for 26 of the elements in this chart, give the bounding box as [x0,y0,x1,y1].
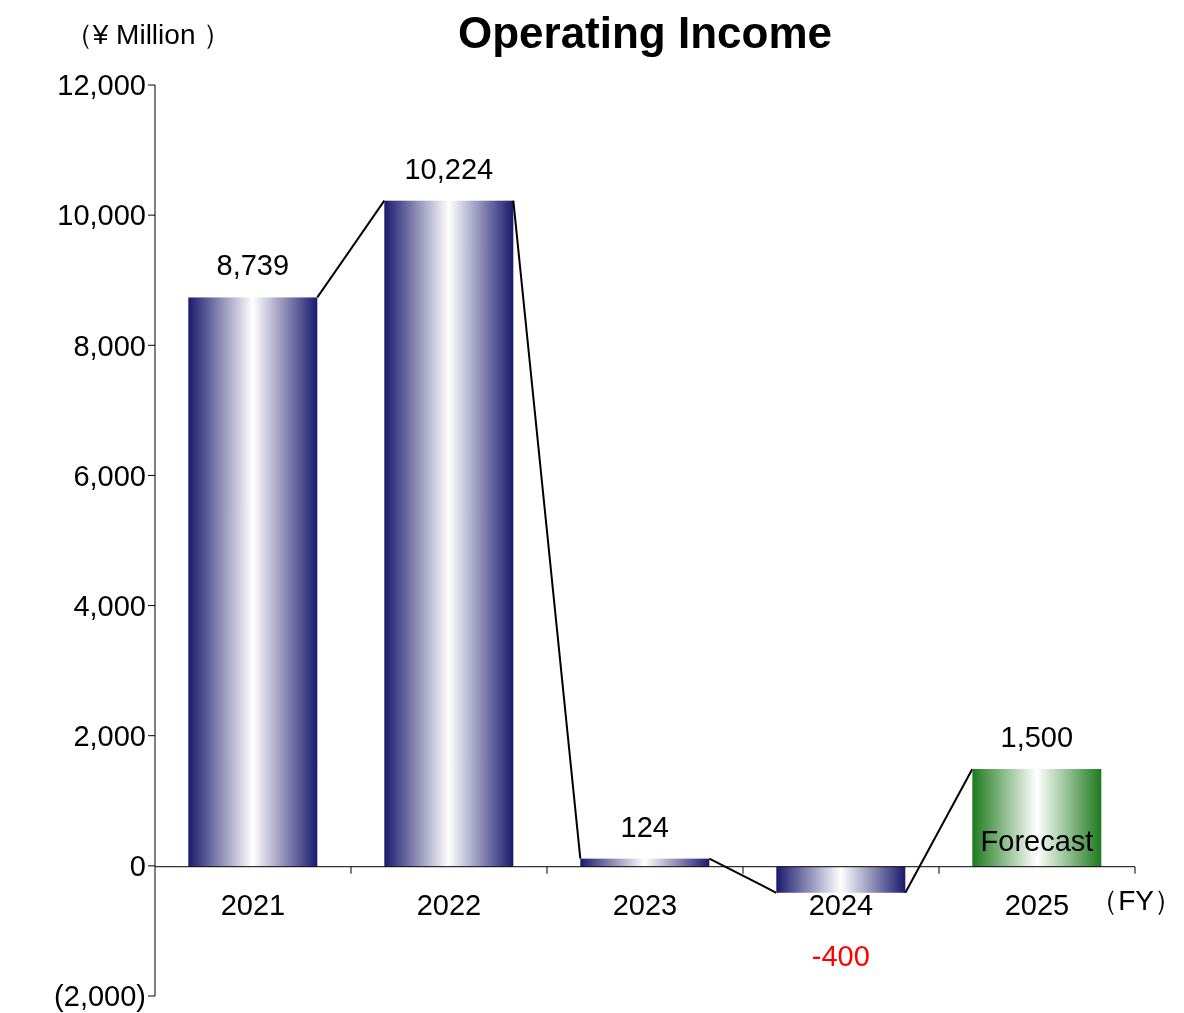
data-label: 10,224 [404,152,494,185]
y-tick-label: 8,000 [73,329,146,362]
data-label: -400 [811,939,870,972]
bar [384,200,514,867]
x-tick-label: 2025 [1004,888,1070,921]
y-tick-label: 6,000 [73,459,146,492]
data-label: 1,500 [1000,721,1074,753]
y-tick-label: 4,000 [73,589,146,622]
x-tick-label: 2022 [416,888,482,921]
annotation: Forecast [979,823,1095,858]
x-tick-label: 2024 [808,888,874,921]
bar [972,769,1102,867]
bar [776,866,906,893]
x-tick-label: 2023 [612,888,678,921]
y-tick-label: 10,000 [57,199,146,232]
y-tick-label: (2,000) [54,980,146,1013]
x-tick-label: 2021 [220,888,286,921]
data-label: 8,739 [216,249,290,282]
y-tick-label: 0 [129,850,146,883]
data-label: 124 [620,810,670,843]
y-tick-label: 12,000 [57,69,146,102]
bar [188,297,318,867]
chart-title: Operating Income [457,8,833,57]
x-axis-title: （FY） [1090,885,1182,916]
y-axis-title: （¥ Million ） [64,19,232,50]
y-tick-label: 2,000 [73,720,146,753]
